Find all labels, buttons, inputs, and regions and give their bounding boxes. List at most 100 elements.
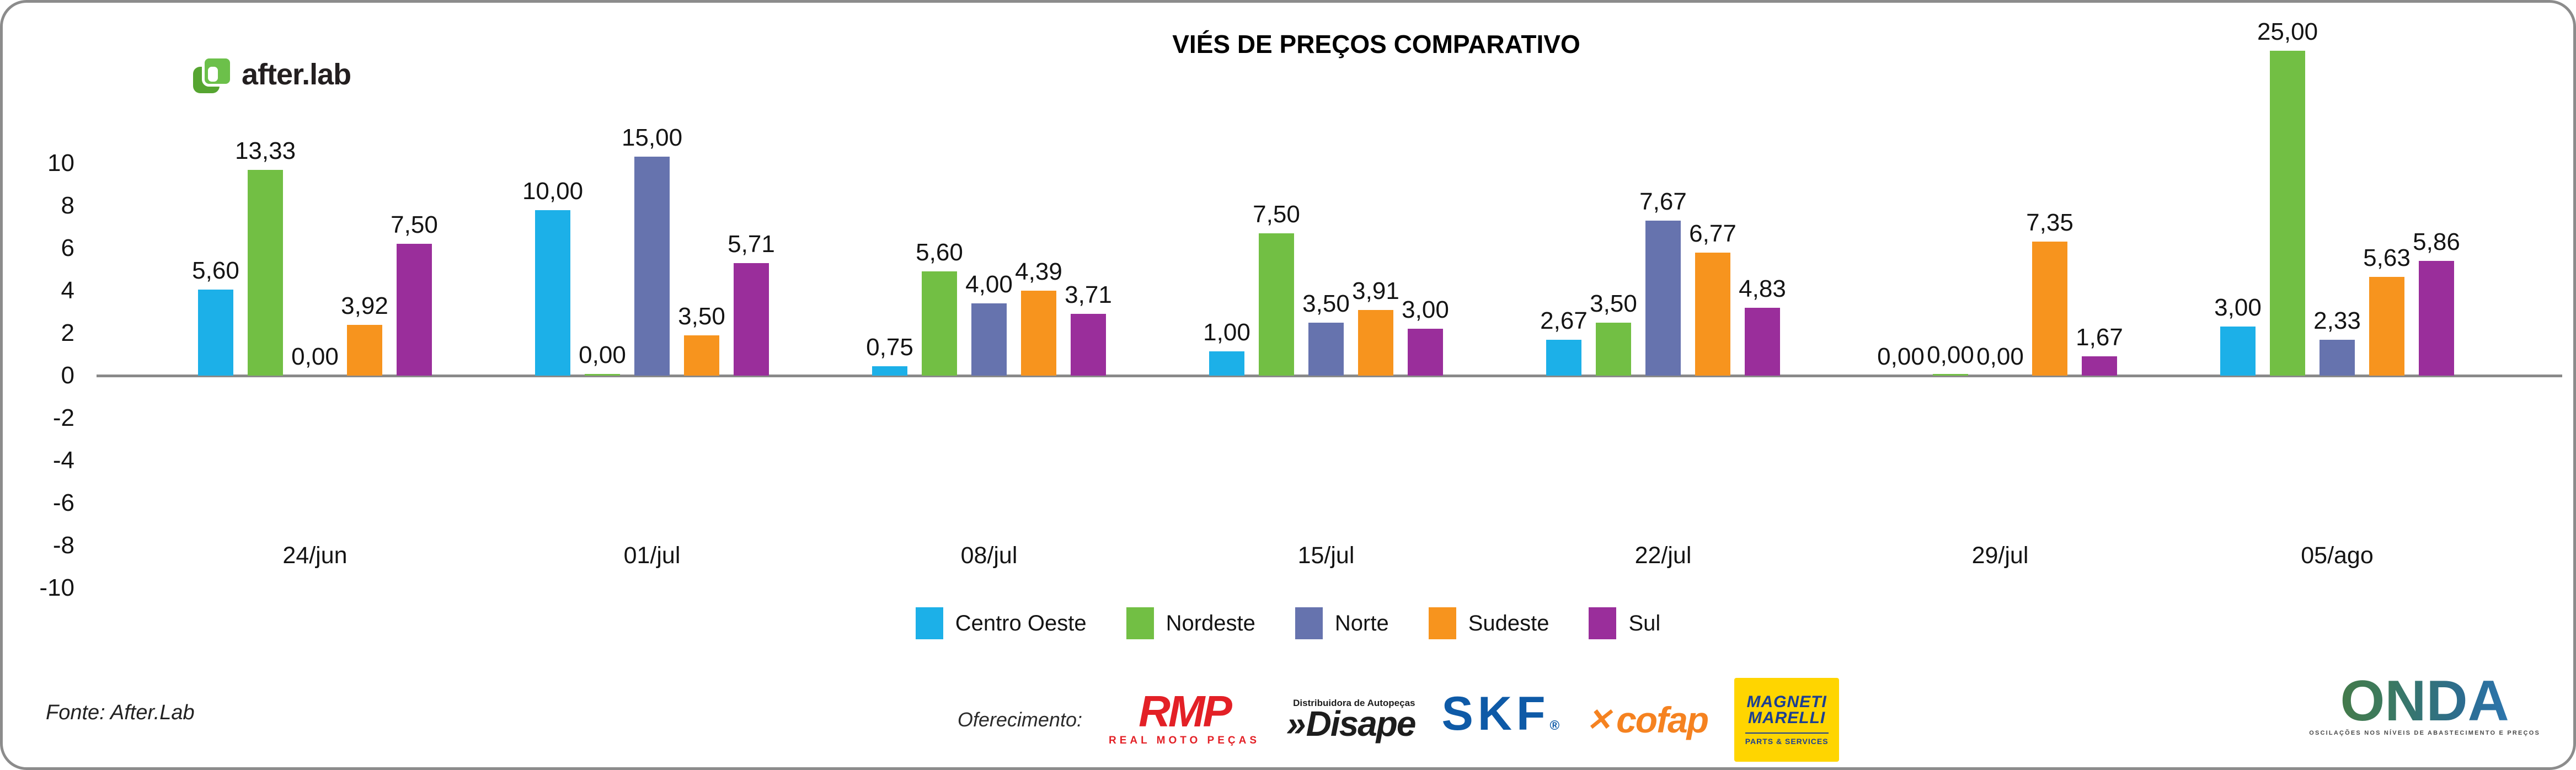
legend: Centro Oeste Nordeste Norte Sudeste Sul (3, 607, 2573, 639)
bar-value-label: 7,35 (2026, 209, 2073, 236)
bar (1745, 308, 1780, 376)
afterlab-logo-icon (193, 56, 233, 93)
onda-logo: ONDA OSCILAÇÕES NOS NÍVEIS DE ABASTECIME… (2309, 672, 2540, 736)
chart-title: VIÉS DE PREÇOS COMPARATIVO (1172, 30, 1580, 58)
bar (397, 244, 432, 376)
bar-value-label: 15,00 (621, 124, 683, 151)
bar (1259, 233, 1294, 376)
afterlab-icon-notch (208, 67, 218, 82)
bar (347, 325, 382, 376)
bar-value-label: 6,77 (1689, 220, 1736, 247)
x-axis-label: 15/jul (1297, 542, 1355, 569)
bar (535, 210, 570, 376)
bar-value-label: 7,50 (1253, 201, 1300, 228)
bar (2082, 356, 2117, 376)
skf-registered-mark: ® (1549, 718, 1560, 733)
cofap-logo: ✕ cofap (1586, 699, 1709, 741)
bar-value-label: 0,00 (1927, 341, 1974, 368)
rmp-logo-text: RMP (1139, 687, 1232, 736)
legend-item: Sul (1589, 607, 1660, 639)
x-axis-label: 08/jul (960, 542, 1018, 569)
y-axis-tick: 8 (61, 192, 74, 219)
disape-chevrons-icon: » (1286, 704, 1306, 744)
y-axis-tick: 0 (61, 362, 74, 389)
bar-value-label: 25,00 (2257, 18, 2318, 45)
bar (922, 271, 957, 376)
y-axis-tick: 2 (61, 319, 74, 346)
bar-value-label: 7,67 (1639, 188, 1687, 215)
legend-item: Sudeste (1428, 607, 1549, 639)
cofap-x-icon: ✕ (1586, 702, 1612, 737)
bar-value-label: 10,00 (522, 178, 584, 205)
rmp-logo: RMP REAL MOTO PEÇAS (1108, 687, 1260, 747)
legend-swatch (1428, 607, 1456, 639)
magneti-marelli-line1: MAGNETI (1746, 693, 1827, 711)
onda-logo-text: ONDA (2309, 672, 2540, 730)
bar-value-label: 3,00 (1402, 296, 1449, 323)
bar (248, 170, 283, 376)
y-axis-tick: 4 (61, 277, 74, 304)
bar (634, 157, 670, 376)
bar-value-label: 5,86 (2413, 228, 2460, 255)
bar (1358, 310, 1393, 376)
bar (1695, 253, 1730, 376)
bar-value-label: 2,33 (2313, 307, 2361, 334)
x-axis-label: 24/jun (282, 542, 348, 569)
legend-item: Centro Oeste (915, 607, 1087, 639)
bar-value-label: 0,00 (1877, 343, 1925, 370)
legend-item: Nordeste (1126, 607, 1255, 639)
magneti-marelli-logo: MAGNETI MARELLI PARTS & SERVICES (1734, 678, 1840, 762)
bar-value-label: 4,83 (1739, 275, 1786, 302)
sponsors-row: Oferecimento: RMP REAL MOTO PEÇAS Distri… (3, 670, 2573, 767)
cofap-logo-text: cofap (1616, 699, 1709, 740)
bar (1933, 374, 1968, 376)
afterlab-logo-text: after.lab (242, 58, 351, 91)
x-axis-label: 01/jul (623, 542, 681, 569)
bar (1645, 221, 1681, 376)
bar (585, 374, 620, 376)
disape-logo: Distribuidora de Autopeças »Disape (1286, 698, 1416, 744)
bar (2032, 242, 2067, 376)
bar (684, 335, 719, 376)
bar-value-label: 7,50 (391, 211, 438, 238)
bar-value-label: 4,39 (1015, 258, 1062, 285)
rmp-logo-subtitle: REAL MOTO PEÇAS (1108, 735, 1260, 746)
x-axis-label: 29/jul (1971, 542, 2029, 569)
sponsors-label: Oferecimento: (957, 708, 1082, 731)
legend-swatch (1126, 607, 1154, 639)
x-axis-label: 22/jul (1634, 542, 1692, 569)
bar-value-label: 3,91 (1352, 277, 1399, 304)
bar-value-label: 5,60 (916, 239, 963, 266)
bar (2369, 277, 2404, 376)
y-axis-tick: -10 (39, 574, 74, 601)
afterlab-logo: after.lab (193, 56, 351, 93)
bar-value-label: 3,92 (341, 292, 388, 319)
bar-value-label: 5,71 (728, 231, 775, 258)
skf-logo-text: SKF (1441, 687, 1550, 740)
bar (1308, 323, 1344, 376)
source-note: Fonte: After.Lab (46, 701, 195, 724)
x-axis-label: 05/ago (2301, 542, 2374, 569)
y-axis-tick: -2 (52, 404, 74, 431)
legend-item: Norte (1295, 607, 1389, 639)
bar (1021, 291, 1056, 376)
bar-value-label: 0,00 (579, 341, 626, 368)
skf-logo: SKF® (1441, 690, 1559, 750)
plot-area: 10 8 6 4 2 0 -2 -4 -6 -8 -10 5,60 10,00 0,75 1,00 2,67 0… (3, 3, 2573, 767)
disape-logo-text: »Disape (1286, 704, 1416, 744)
bar-value-label: 0,00 (291, 343, 339, 370)
bar (971, 303, 1007, 376)
bar (872, 366, 907, 376)
bar-value-label: 0,00 (1976, 343, 2024, 370)
y-axis-tick: -8 (52, 532, 74, 559)
bar (198, 290, 233, 376)
legend-label: Sudeste (1468, 611, 1549, 635)
bar-value-label: 4,00 (965, 271, 1013, 298)
legend-label: Sul (1628, 611, 1661, 635)
bar-value-label: 5,63 (2363, 244, 2411, 271)
bar-value-label: 3,50 (678, 303, 725, 330)
legend-label: Nordeste (1166, 611, 1255, 635)
y-axis-tick: 10 (47, 149, 74, 177)
bar-value-label: 3,71 (1065, 281, 1112, 308)
